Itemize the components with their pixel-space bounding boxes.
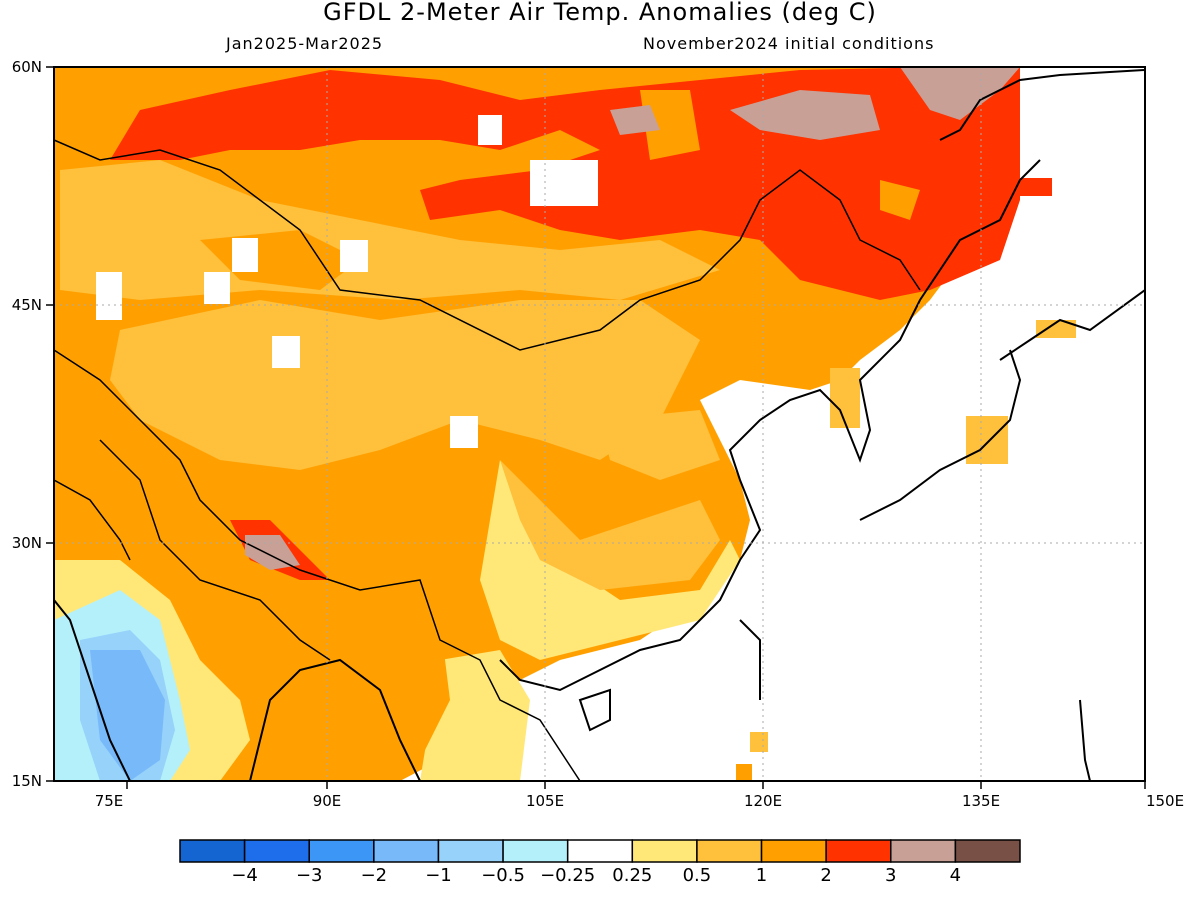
axis-ticks	[46, 66, 1146, 789]
lon-label-135e: 135E	[962, 792, 1000, 810]
colorbar-swatch	[760, 839, 827, 863]
colorbar-swatch	[696, 839, 763, 863]
colorbar-swatch	[179, 839, 246, 863]
colorbar-label: −2	[361, 865, 388, 886]
lat-label-60n: 60N	[12, 58, 42, 76]
colorbar-label: −4	[231, 865, 258, 886]
lat-label-15n: 15N	[12, 772, 42, 790]
colorbar-label: 0.25	[612, 865, 652, 886]
colorbar-swatch	[631, 839, 698, 863]
initial-conditions: November2024 initial conditions	[643, 34, 935, 53]
lon-label-150e: 150E	[1146, 792, 1184, 810]
colorbar-label: −1	[425, 865, 452, 886]
lon-label-105e: 105E	[526, 792, 564, 810]
colorbar-swatch	[373, 839, 440, 863]
colorbar-swatch	[890, 839, 957, 863]
colorbar-label: −3	[296, 865, 323, 886]
colorbar-label: 4	[950, 865, 961, 886]
graticule	[54, 67, 1145, 781]
colorbar-swatch	[308, 839, 375, 863]
country-borders	[54, 139, 921, 781]
colorbar-swatch	[566, 839, 634, 863]
plot-frame	[53, 66, 1146, 782]
colorbar-swatch	[243, 839, 310, 863]
colorbar-label: 1	[756, 865, 767, 886]
lon-label-120e: 120E	[744, 792, 782, 810]
forecast-period: Jan2025-Mar2025	[226, 34, 384, 53]
anomaly-field	[54, 67, 1145, 781]
map-title: GFDL 2-Meter Air Temp. Anomalies (deg C)	[323, 0, 877, 26]
colorbar-label: 0.5	[683, 865, 712, 886]
colorbar-label: −0.25	[540, 865, 595, 886]
lon-label-90e: 90E	[313, 792, 342, 810]
colorbar: −4 −3 −2 −1 −0.5 −0.25 0.25 0.5 1 2 3 4	[179, 839, 1021, 886]
colorbar-label: 2	[820, 865, 831, 886]
lon-label-75e: 75E	[95, 792, 124, 810]
coastlines	[54, 69, 1145, 781]
colorbar-swatch	[502, 839, 569, 863]
colorbar-swatch	[437, 839, 504, 863]
lat-label-30n: 30N	[12, 534, 42, 552]
colorbar-label: 3	[885, 865, 896, 886]
colorbar-label: −0.5	[481, 865, 525, 886]
lat-label-45n: 45N	[12, 296, 42, 314]
colorbar-swatch	[825, 839, 892, 863]
colorbar-swatch	[954, 839, 1021, 863]
